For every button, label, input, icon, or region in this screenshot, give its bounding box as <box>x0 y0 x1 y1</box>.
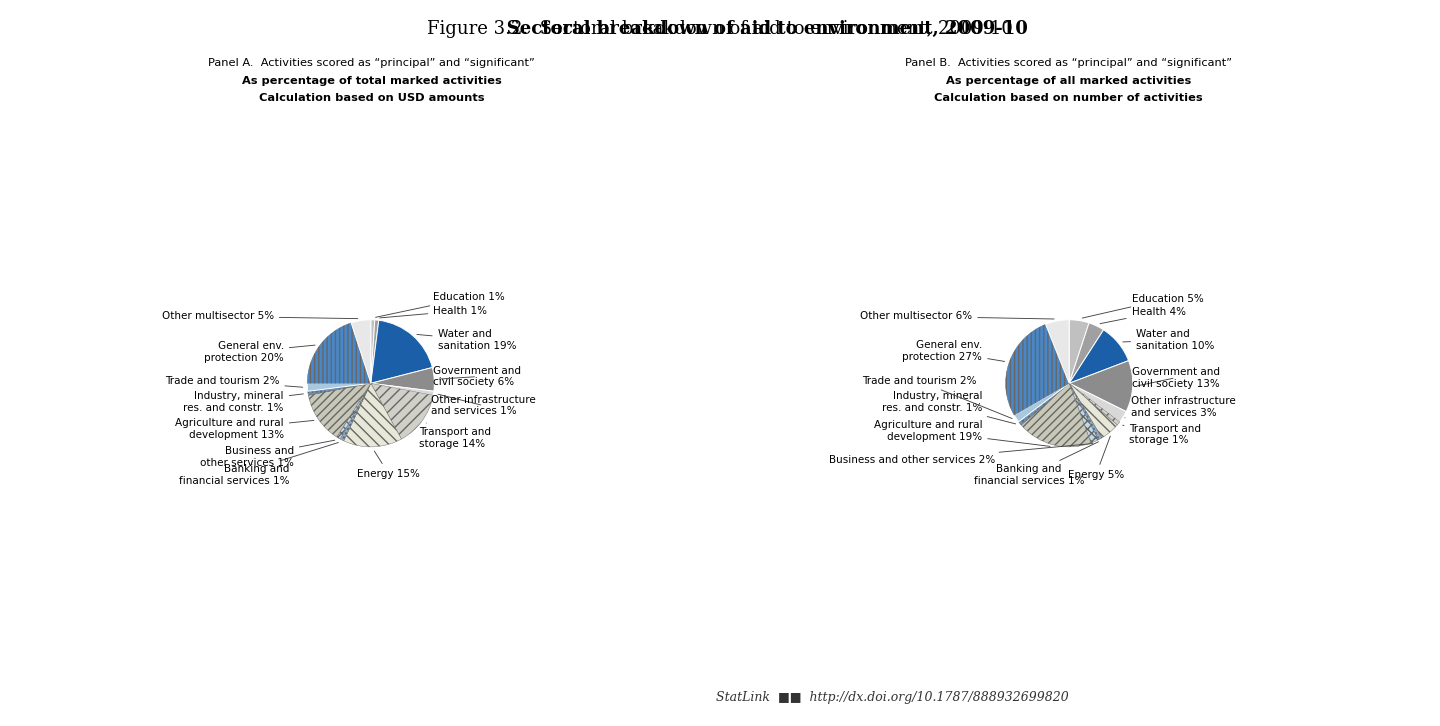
Text: Water and
sanitation 19%: Water and sanitation 19% <box>416 329 516 351</box>
Text: Other infrastructure
and services 3%: Other infrastructure and services 3% <box>1125 396 1236 418</box>
Text: StatLink  ■■  http://dx.doi.org/10.1787/888932699820: StatLink ■■ http://dx.doi.org/10.1787/88… <box>717 691 1068 704</box>
Wedge shape <box>1068 383 1099 443</box>
Text: Education 1%: Education 1% <box>376 293 505 317</box>
Text: As percentage of all marked activities: As percentage of all marked activities <box>946 76 1191 86</box>
Wedge shape <box>307 383 372 391</box>
Text: General env.
protection 27%: General env. protection 27% <box>903 340 1005 362</box>
Text: Trade and tourism 2%: Trade and tourism 2% <box>863 376 1012 419</box>
Wedge shape <box>1068 319 1089 383</box>
Text: Water and
sanitation 10%: Water and sanitation 10% <box>1123 329 1214 351</box>
Text: Panel A.  Activities scored as “principal” and “significant”: Panel A. Activities scored as “principal… <box>209 58 534 68</box>
Wedge shape <box>340 383 372 441</box>
Wedge shape <box>1068 361 1133 412</box>
Wedge shape <box>1068 330 1129 383</box>
Wedge shape <box>344 383 402 447</box>
Wedge shape <box>1018 383 1068 425</box>
Wedge shape <box>1014 383 1068 422</box>
Text: General env.
protection 20%: General env. protection 20% <box>204 341 315 363</box>
Text: Calculation based on number of activities: Calculation based on number of activitie… <box>935 93 1202 103</box>
Text: Government and
civil society 13%: Government and civil society 13% <box>1132 367 1220 388</box>
Wedge shape <box>1021 383 1092 447</box>
Text: As percentage of total marked activities: As percentage of total marked activities <box>242 76 501 86</box>
Text: Other multisector 5%: Other multisector 5% <box>161 311 357 322</box>
Wedge shape <box>308 383 372 395</box>
Text: Other multisector 6%: Other multisector 6% <box>860 311 1054 322</box>
Wedge shape <box>1068 383 1120 425</box>
Text: Agriculture and rural
development 19%: Agriculture and rural development 19% <box>874 420 1050 446</box>
Text: Trade and tourism 2%: Trade and tourism 2% <box>164 376 302 387</box>
Text: Health 1%: Health 1% <box>380 306 487 318</box>
Wedge shape <box>372 320 432 383</box>
Text: Calculation based on USD amounts: Calculation based on USD amounts <box>259 93 484 103</box>
Wedge shape <box>1005 325 1068 415</box>
Text: Industry, mineral
res. and constr. 1%: Industry, mineral res. and constr. 1% <box>881 391 1015 424</box>
Text: Agriculture and rural
development 13%: Agriculture and rural development 13% <box>176 418 314 440</box>
Text: Health 4%: Health 4% <box>1100 307 1185 324</box>
Text: Figure 3.2.  Sectoral breakdown of aid to environment, 2009-10: Figure 3.2. Sectoral breakdown of aid to… <box>428 20 1012 38</box>
Wedge shape <box>308 383 372 437</box>
Text: Industry, mineral
res. and constr. 1%: Industry, mineral res. and constr. 1% <box>183 391 304 413</box>
Wedge shape <box>370 319 374 383</box>
Wedge shape <box>372 383 433 439</box>
Wedge shape <box>372 367 435 391</box>
Wedge shape <box>351 319 372 383</box>
Text: Other infrastructure
and services 1%: Other infrastructure and services 1% <box>431 394 536 417</box>
Text: Banking and
financial services 1%: Banking and financial services 1% <box>973 441 1099 486</box>
Text: Transport and
storage 1%: Transport and storage 1% <box>1123 424 1201 446</box>
Wedge shape <box>1068 323 1103 383</box>
Wedge shape <box>372 320 379 383</box>
Text: Transport and
storage 14%: Transport and storage 14% <box>419 423 491 449</box>
Text: Government and
civil society 6%: Government and civil society 6% <box>433 366 521 388</box>
Wedge shape <box>372 383 433 395</box>
Text: Business and other services 2%: Business and other services 2% <box>829 444 1093 465</box>
Text: Education 5%: Education 5% <box>1083 293 1204 318</box>
Wedge shape <box>307 323 372 383</box>
Text: Banking and
financial services 1%: Banking and financial services 1% <box>179 442 338 486</box>
Wedge shape <box>1068 383 1102 440</box>
Text: Business and
other services 1%: Business and other services 1% <box>200 440 334 468</box>
Wedge shape <box>1068 383 1117 438</box>
Wedge shape <box>1045 319 1070 383</box>
Text: Panel B.  Activities scored as “principal” and “significant”: Panel B. Activities scored as “principal… <box>904 58 1233 68</box>
Wedge shape <box>337 383 372 439</box>
Text: Energy 5%: Energy 5% <box>1068 436 1125 480</box>
Text: Energy 15%: Energy 15% <box>357 451 420 478</box>
Text: Sectoral breakdown of aid to environment, 2009-10: Sectoral breakdown of aid to environment… <box>413 20 1027 38</box>
Wedge shape <box>1068 383 1126 422</box>
